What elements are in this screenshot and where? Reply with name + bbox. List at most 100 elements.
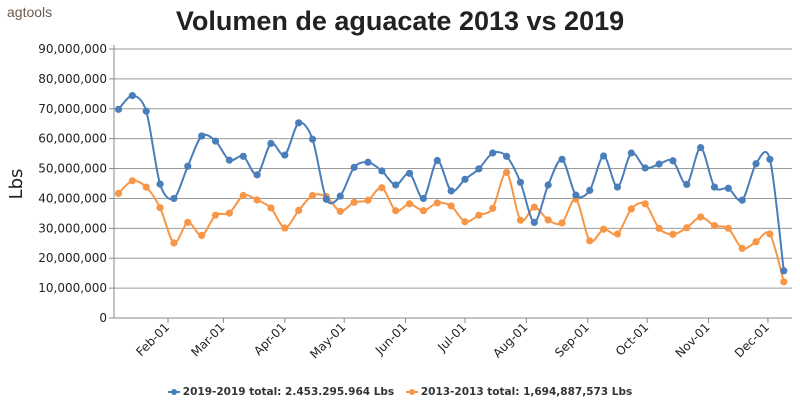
- y-axis-label: Lbs: [6, 169, 27, 200]
- legend-item-2013[interactable]: 2013-2013 total: 1,694,887,573 Lbs: [405, 386, 633, 398]
- data-point: [489, 149, 497, 157]
- data-point: [114, 189, 123, 197]
- data-point: [378, 184, 386, 192]
- chart-title: Volumen de aguacate 2013 vs 2019: [175, 6, 625, 36]
- data-point: [128, 177, 136, 185]
- data-point: [447, 202, 455, 210]
- data-point: [170, 239, 178, 247]
- x-tick-label: Jul-01: [434, 320, 469, 355]
- data-point: [697, 144, 705, 152]
- y-tick-label: 20,000,000: [38, 251, 107, 265]
- data-point: [461, 218, 469, 226]
- legend: 2019-2019 total: 2.453.295.964 Lbs 2013-…: [0, 386, 800, 398]
- x-tick-label: Sep-01: [552, 320, 592, 360]
- agtools-logo: agtools: [7, 4, 53, 20]
- data-point: [405, 200, 414, 208]
- data-point: [114, 105, 123, 113]
- data-point: [669, 230, 677, 238]
- data-point: [350, 198, 358, 206]
- data-point: [142, 107, 150, 115]
- y-tick-label: 50,000,000: [38, 162, 107, 176]
- legend-label: 2019-2019 total: 2.453.295.964 Lbs: [182, 386, 395, 398]
- data-point: [295, 206, 303, 214]
- data-point: [613, 230, 622, 238]
- y-tick-label: 0: [99, 311, 107, 325]
- data-point: [738, 196, 746, 204]
- data-point: [308, 135, 317, 143]
- legend-label: 2013-2013 total: 1,694,887,573 Lbs: [420, 386, 633, 398]
- data-point: [184, 218, 192, 226]
- data-point: [392, 181, 400, 189]
- data-point: [198, 231, 206, 240]
- data-point: [502, 168, 511, 177]
- data-point: [447, 187, 455, 195]
- data-point: [544, 216, 552, 224]
- data-point: [475, 211, 483, 219]
- y-tick-label: 80,000,000: [38, 72, 107, 86]
- data-point: [336, 192, 344, 200]
- data-point: [461, 175, 469, 183]
- data-point: [156, 180, 164, 188]
- data-point: [239, 152, 247, 160]
- data-point: [655, 224, 663, 232]
- data-point: [516, 178, 525, 186]
- data-point: [586, 237, 594, 245]
- data-point: [724, 184, 732, 192]
- data-point: [724, 224, 732, 232]
- x-tick-label: Aug-01: [490, 320, 530, 360]
- x-tick-label: Nov-01: [673, 320, 713, 360]
- data-point: [184, 162, 192, 170]
- y-tick-label: 60,000,000: [38, 132, 107, 146]
- data-point: [530, 218, 538, 226]
- data-point: [267, 139, 275, 148]
- data-point: [655, 160, 663, 168]
- data-point: [364, 158, 372, 166]
- legend-item-2019[interactable]: 2019-2019 total: 2.453.295.964 Lbs: [167, 386, 395, 398]
- data-point: [433, 199, 441, 207]
- data-point: [516, 216, 525, 224]
- data-point: [572, 191, 580, 199]
- data-point: [641, 200, 649, 208]
- data-point: [281, 151, 289, 159]
- data-point: [600, 152, 608, 160]
- data-point: [780, 278, 788, 286]
- data-point: [322, 195, 330, 203]
- data-point: [502, 152, 511, 160]
- data-point: [600, 225, 608, 233]
- data-point: [489, 204, 497, 212]
- data-point: [156, 204, 164, 212]
- data-point: [225, 156, 233, 164]
- data-point: [170, 194, 178, 203]
- data-point: [419, 194, 428, 203]
- data-point: [267, 204, 275, 212]
- data-point: [211, 211, 220, 219]
- data-point: [211, 137, 220, 145]
- data-point: [683, 224, 691, 232]
- data-point: [128, 92, 136, 100]
- data-point: [350, 163, 358, 171]
- data-point: [295, 119, 303, 127]
- data-point: [225, 209, 233, 217]
- x-tick-label: Oct-01: [613, 320, 651, 358]
- data-point: [308, 191, 317, 200]
- data-point: [627, 205, 635, 213]
- data-point: [780, 267, 788, 275]
- data-point: [697, 213, 705, 221]
- x-tick-label: Mar-01: [188, 320, 227, 359]
- data-point: [752, 160, 760, 168]
- y-tick-label: 10,000,000: [38, 281, 107, 295]
- data-point: [558, 219, 566, 227]
- x-tick-label: Jun-01: [372, 320, 410, 358]
- data-point: [253, 196, 261, 204]
- data-point: [405, 169, 414, 177]
- data-point: [613, 183, 622, 191]
- data-point: [253, 171, 261, 179]
- data-point: [530, 203, 538, 211]
- data-point: [239, 191, 247, 200]
- data-point: [683, 180, 691, 188]
- data-point: [142, 183, 150, 191]
- data-point: [544, 181, 552, 189]
- data-point: [710, 183, 719, 191]
- data-point: [433, 156, 441, 165]
- x-tick-label: Dec-01: [732, 320, 772, 360]
